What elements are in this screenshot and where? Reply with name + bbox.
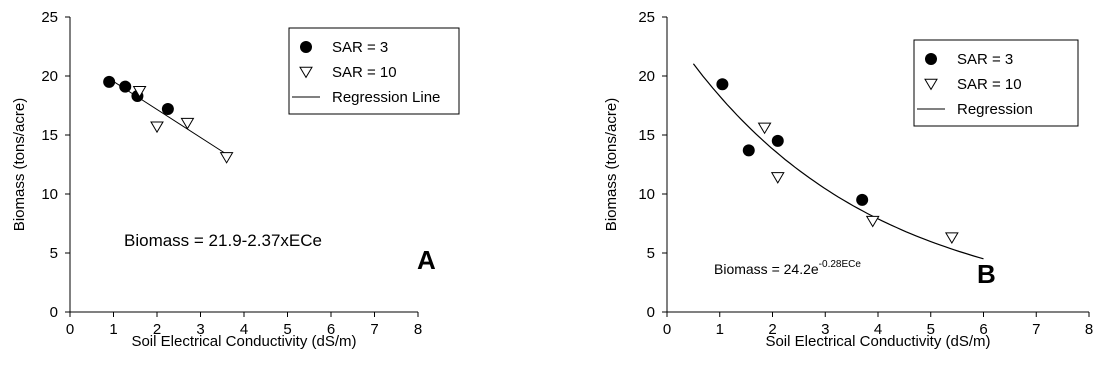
x-tick-label: 3 [196,321,204,338]
data-point-sar10 [150,121,164,134]
y-tick-label: 5 [647,245,655,262]
x-tick-label: 7 [370,321,378,338]
data-point-sar3 [119,80,132,93]
y-tick-label: 25 [638,9,655,26]
y-axis-title: Biomass (tons/acre) [603,98,620,231]
legend-box [288,27,460,115]
equation-base: Biomass = 24.2e [714,261,819,277]
y-tick-label: 0 [50,304,58,321]
legend-marker-sar3 [925,53,937,65]
data-point-sar10 [219,152,234,164]
panel-letter: A [417,245,436,275]
y-tick-label: 25 [41,9,58,26]
data-point-sar3 [742,144,755,157]
regression-equation: Biomass = 21.9-2.37xECe [124,231,322,250]
panel-letter: B [977,259,996,289]
x-tick-label: 2 [153,321,161,338]
data-point-sar3 [856,193,869,206]
y-tick-label: 10 [638,186,655,203]
y-axis-title: Biomass (tons/acre) [11,98,28,231]
data-point-sar3 [771,134,784,147]
legend-label: SAR = 3 [332,39,388,56]
y-tick-label: 15 [638,127,655,144]
y-tick-label: 0 [647,304,655,321]
legend-box [913,39,1079,127]
data-point-sar3 [716,78,729,91]
x-tick-label: 0 [66,321,74,338]
legend-marker-sar10 [299,66,313,79]
x-tick-label: 4 [240,321,248,338]
x-tick-label: 7 [1032,321,1040,338]
chart-panel-a: 0 1 2 3 4 5 6 7 8 0 5 10 15 20 25 Soil Electrical Condu… [11,9,460,350]
x-tick-label: 3 [821,321,829,338]
y-tick-label: 15 [41,127,58,144]
x-tick-label: 2 [768,321,776,338]
x-tick-label: 4 [874,321,882,338]
equation-exponent: -0.28ECe [819,259,862,270]
data-point-sar10 [757,122,772,135]
y-tick-label: 20 [41,68,58,85]
legend-label: SAR = 10 [957,76,1022,93]
x-axis-title: Soil Electrical Conductivity (dS/m) [131,333,356,350]
legend-label: Regression [957,101,1033,118]
x-tick-label: 0 [663,321,671,338]
data-point-sar10 [865,215,880,228]
x-tick-label: 8 [1085,321,1093,338]
regression-curve [692,63,984,260]
data-point-sar10 [770,172,785,184]
x-axis-title: Soil Electrical Conductivity (dS/m) [765,333,990,350]
legend-label: Regression Line [332,89,440,106]
legend-marker-sar10 [924,78,938,91]
legend-label: SAR = 10 [332,64,397,81]
legend-label: SAR = 3 [957,51,1013,68]
legend: SAR = 3 SAR = 10 Regression Line [288,27,460,115]
x-tick-label: 1 [716,321,724,338]
x-tick-label: 1 [109,321,117,338]
x-tick-label: 8 [414,321,422,338]
chart-panel-b: 0 1 2 3 4 5 6 7 8 0 5 10 15 20 25 Soil Electrical Condu… [603,9,1093,350]
x-tick-label: 6 [979,321,987,338]
data-point-sar3 [161,103,174,116]
y-tick-label: 5 [50,245,58,262]
x-tick-label: 5 [927,321,935,338]
y-tick-label: 20 [638,68,655,85]
legend-marker-sar3 [300,41,312,53]
data-point-sar10 [944,232,959,245]
x-tick-label: 6 [327,321,335,338]
y-tick-label: 10 [41,186,58,203]
regression-equation: Biomass = 24.2e-0.28ECe [714,259,861,277]
legend: SAR = 3 SAR = 10 Regression [913,39,1079,127]
data-point-sar3 [103,75,116,88]
x-tick-label: 5 [283,321,291,338]
data-point-sar10 [132,86,147,98]
data-point-sar10 [180,117,195,130]
